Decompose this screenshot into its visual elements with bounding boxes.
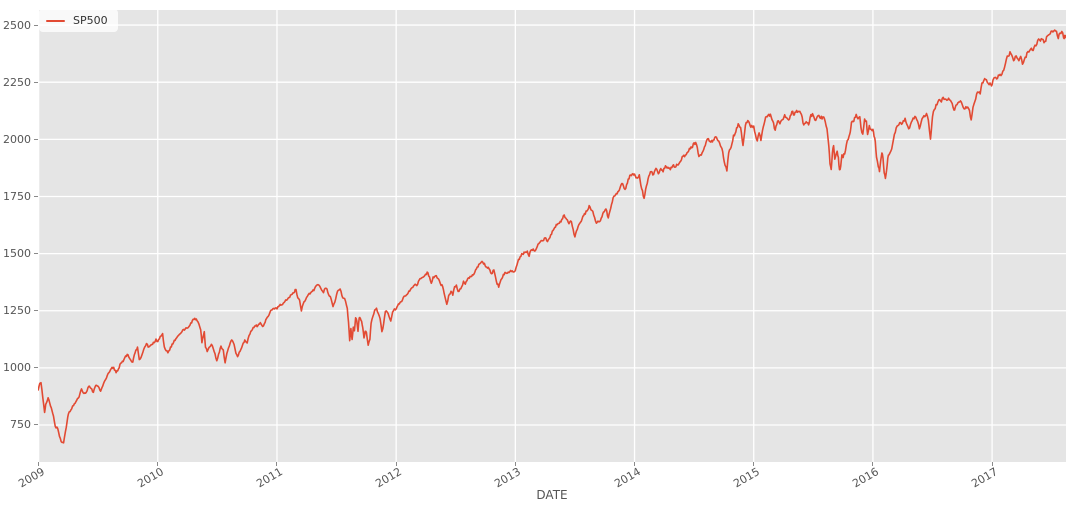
- x-tick-mark: [38, 462, 40, 466]
- gridlines: [38, 10, 1066, 462]
- y-tick-label: 2250: [3, 75, 31, 89]
- y-tick-mark: [34, 138, 38, 140]
- chart-canvas: [38, 10, 1066, 462]
- legend-line-sample: [46, 19, 65, 22]
- y-tick-label: 750: [10, 418, 31, 432]
- x-tick-mark: [991, 462, 993, 466]
- x-tick-mark: [395, 462, 397, 466]
- x-tick-mark: [753, 462, 755, 466]
- y-tick-mark: [34, 367, 38, 369]
- y-tick-mark: [34, 24, 38, 26]
- y-tick-mark: [34, 424, 38, 426]
- y-tick-label: 2500: [3, 18, 31, 32]
- x-tick-mark: [872, 462, 874, 466]
- y-tick-label: 1750: [3, 189, 31, 203]
- y-tick-mark: [34, 195, 38, 197]
- y-tick-label: 1000: [3, 361, 31, 375]
- legend-label: SP500: [73, 14, 108, 27]
- y-tick-mark: [34, 310, 38, 312]
- legend: SP500: [39, 9, 118, 32]
- x-tick-mark: [157, 462, 159, 466]
- y-tick-label: 1250: [3, 304, 31, 318]
- y-tick-label: 2000: [3, 132, 31, 146]
- x-tick-mark: [514, 462, 516, 466]
- y-tick-mark: [34, 253, 38, 255]
- y-tick-label: 1500: [3, 247, 31, 261]
- y-tick-mark: [34, 81, 38, 83]
- x-axis-label: DATE: [536, 488, 568, 502]
- x-tick-mark: [276, 462, 278, 466]
- x-tick-mark: [634, 462, 636, 466]
- plot-area: SP500: [38, 9, 1066, 462]
- sp500-line: [38, 29, 1066, 444]
